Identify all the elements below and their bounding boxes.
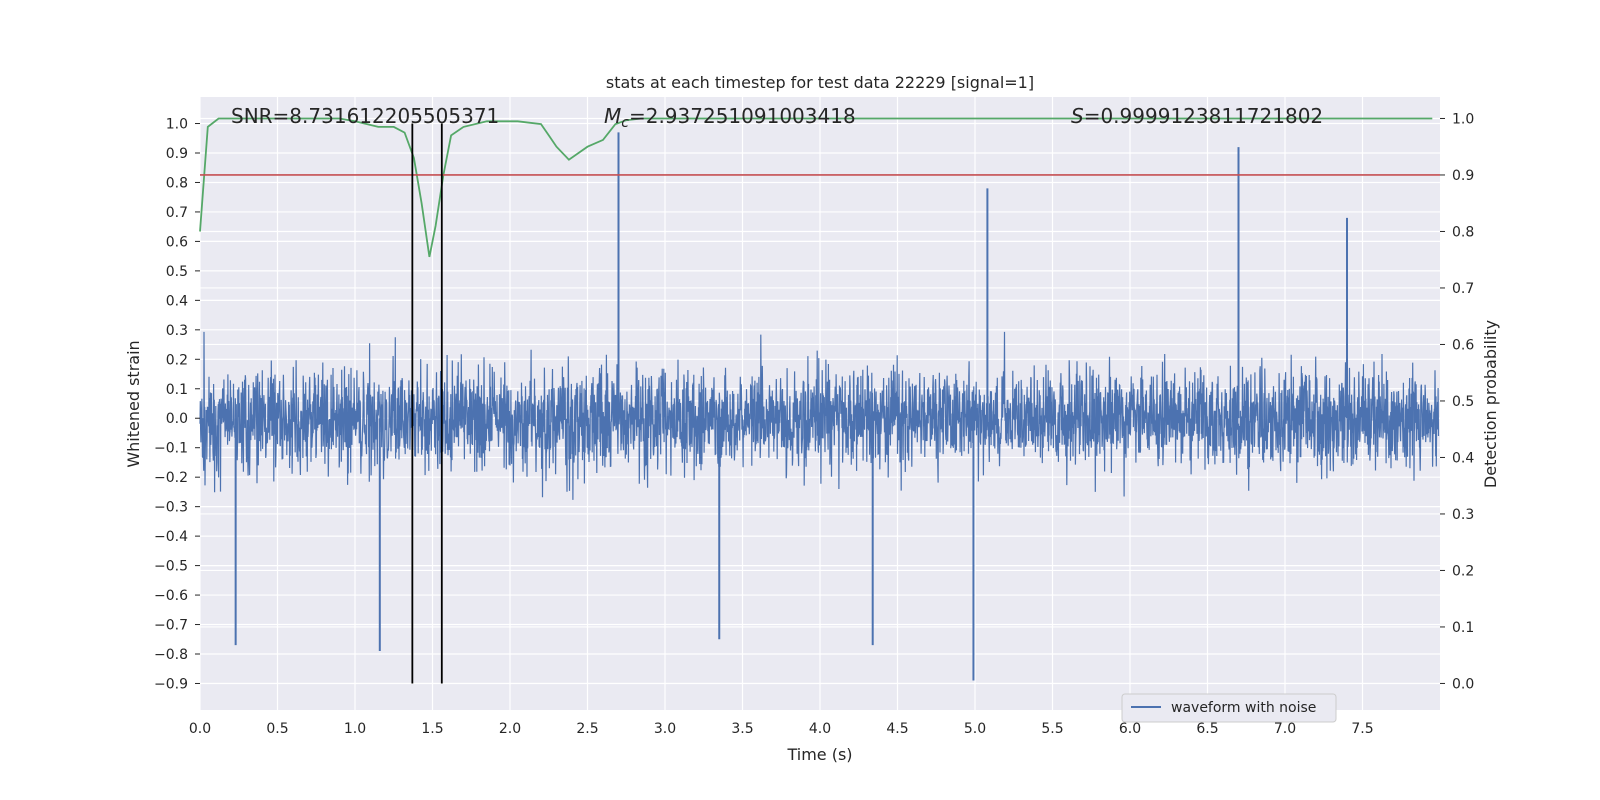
y-tick-label: 0.1 xyxy=(166,382,188,398)
detection-probability-series xyxy=(199,117,1433,258)
y-tick-label: −0.6 xyxy=(154,588,188,604)
merger-window-lines xyxy=(411,123,443,684)
y-tick-label: 0.8 xyxy=(166,175,188,191)
s-value: =0.9999123811721802 xyxy=(1084,104,1323,128)
legend: waveform with noise xyxy=(1121,693,1337,723)
y-tick-label: 0.0 xyxy=(166,411,188,427)
y2-tick-label: 0.0 xyxy=(1452,676,1474,692)
y-tick-label: 0.4 xyxy=(166,293,188,309)
y-tick-label: −0.9 xyxy=(154,676,188,692)
x-tick-label: 3.5 xyxy=(731,721,753,737)
waveform-series xyxy=(199,132,1440,681)
y-tick-label: −0.7 xyxy=(154,618,188,634)
s-annotation: S=0.9999123811721802 xyxy=(1071,104,1323,128)
chirp-mass-symbol: M xyxy=(604,104,621,128)
y-tick-label: 0.9 xyxy=(166,146,188,162)
y2-tick-label: 0.5 xyxy=(1452,394,1474,410)
y2-tick-label: 0.3 xyxy=(1452,507,1474,523)
chart-title: stats at each timestep for test data 222… xyxy=(606,73,1034,92)
y2-tick-label: 0.6 xyxy=(1452,337,1474,353)
y-tick-label: −0.8 xyxy=(154,647,188,663)
y2-tick-label: 0.2 xyxy=(1452,563,1474,579)
waveform-trace xyxy=(199,331,1440,500)
x-tick-label: 7.5 xyxy=(1351,721,1373,737)
y-tick-label: −0.3 xyxy=(154,500,188,516)
y-axis-ticks: −0.9 −0.8 −0.7 −0.6 −0.5 −0.4 −0.3 −0.2 −0.1 0.0 0… xyxy=(154,117,200,692)
y2-tick-label: 0.1 xyxy=(1452,620,1474,636)
snr-annotation: SNR=8.731612205505371 xyxy=(231,104,499,128)
y2-tick-label: 0.8 xyxy=(1452,224,1474,240)
y-tick-label: 0.3 xyxy=(166,323,188,339)
y-tick-label: 1.0 xyxy=(166,117,188,133)
x-tick-label: 1.5 xyxy=(421,721,443,737)
x-tick-label: 6.0 xyxy=(1119,721,1141,737)
y-tick-label: 0.6 xyxy=(166,234,188,250)
x-tick-label: 6.5 xyxy=(1196,721,1218,737)
y-tick-label: −0.1 xyxy=(154,441,188,457)
y-tick-label: −0.5 xyxy=(154,559,188,575)
legend-label: waveform with noise xyxy=(1171,700,1316,716)
x-axis-label: Time (s) xyxy=(786,745,852,764)
x-axis-ticks: 0.0 0.5 1.0 1.5 2.0 2.5 3.0 3.5 4.0 4.5 5.0 5.5 6.0 6… xyxy=(189,721,1374,737)
y2-tick-label: 1.0 xyxy=(1452,111,1474,127)
y-tick-label: −0.2 xyxy=(154,470,188,486)
x-tick-label: 0.5 xyxy=(266,721,288,737)
chirp-mass-annotation: Mc=2.937251091003418 xyxy=(604,104,856,131)
x-tick-label: 3.0 xyxy=(654,721,676,737)
y-tick-label: −0.4 xyxy=(154,529,188,545)
y-tick-label: 0.2 xyxy=(166,352,188,368)
x-tick-label: 5.5 xyxy=(1041,721,1063,737)
y-tick-label: 0.5 xyxy=(166,264,188,280)
y2-axis-ticks: 0.0 0.1 0.2 0.3 0.4 0.5 0.6 0.7 0.8 0.9 1.0 xyxy=(1440,111,1474,692)
chirp-mass-subscript: c xyxy=(621,115,629,131)
x-tick-label: 4.0 xyxy=(809,721,831,737)
x-tick-label: 5.0 xyxy=(964,721,986,737)
y2-tick-label: 0.4 xyxy=(1452,450,1474,466)
x-tick-label: 1.0 xyxy=(344,721,366,737)
x-tick-label: 0.0 xyxy=(189,721,211,737)
legend-box xyxy=(1121,693,1337,723)
y2-tick-label: 0.7 xyxy=(1452,281,1474,297)
y2-axis-label: Detection probability xyxy=(1481,320,1500,488)
s-symbol: S xyxy=(1071,104,1084,128)
probability-curve xyxy=(199,117,1433,258)
y-tick-label: 0.7 xyxy=(166,205,188,221)
y-axis-label: Whitened strain xyxy=(124,340,143,467)
y2-tick-label: 0.9 xyxy=(1452,168,1474,184)
chirp-mass-value: =2.937251091003418 xyxy=(629,104,856,128)
x-tick-label: 2.0 xyxy=(499,721,521,737)
x-tick-label: 2.5 xyxy=(576,721,598,737)
x-tick-label: 7.0 xyxy=(1274,721,1296,737)
x-tick-label: 4.5 xyxy=(886,721,908,737)
